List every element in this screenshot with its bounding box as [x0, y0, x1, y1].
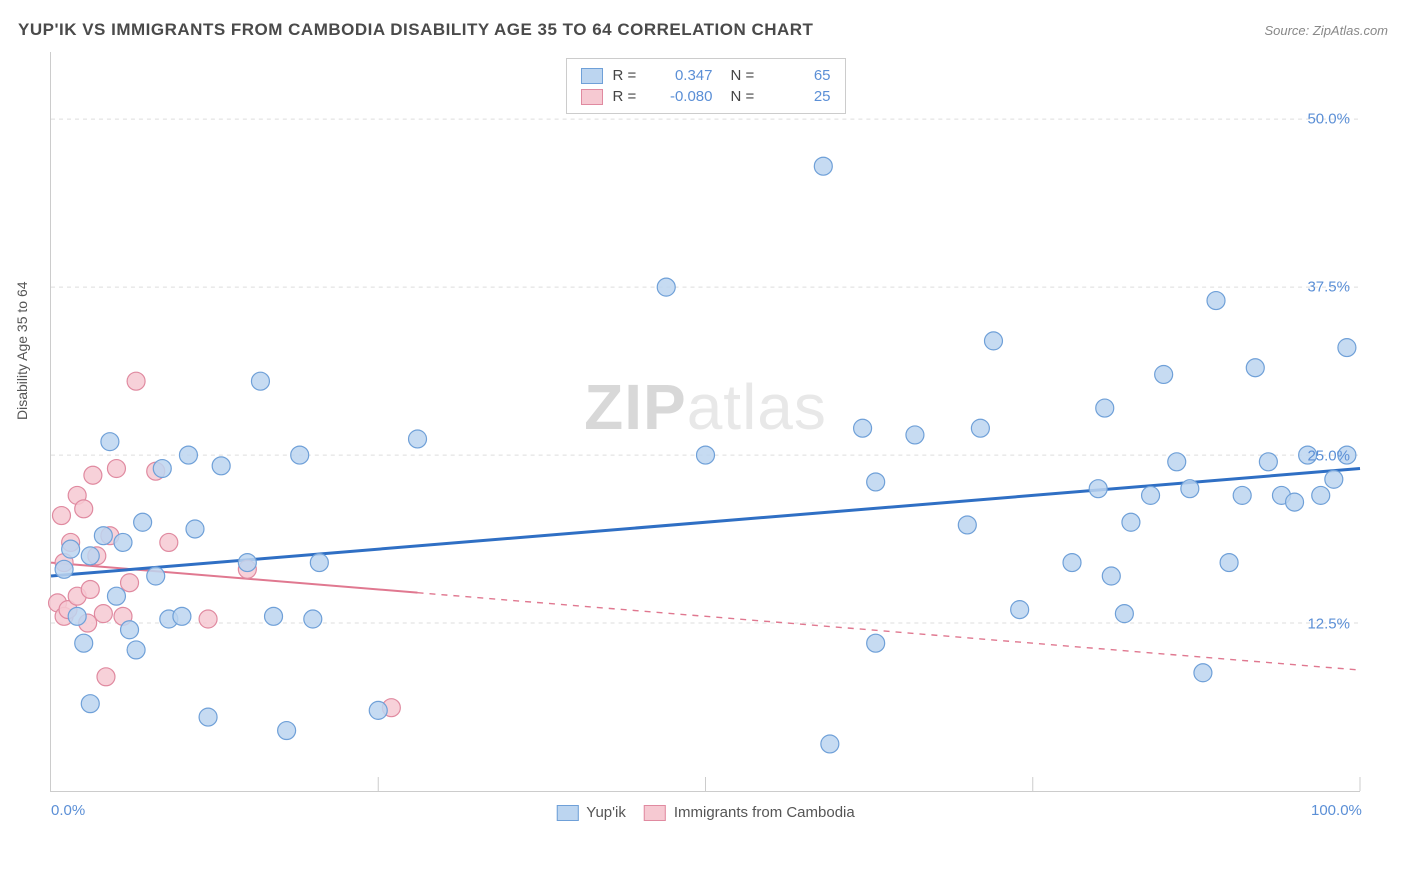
y-axis-label: Disability Age 35 to 64	[14, 281, 30, 420]
legend-swatch	[556, 805, 578, 821]
legend-n-label: N =	[731, 67, 761, 84]
title-bar: YUP'IK VS IMMIGRANTS FROM CAMBODIA DISAB…	[18, 20, 1388, 40]
legend-n-label: N =	[731, 88, 761, 105]
y-tick-label: 12.5%	[1307, 615, 1350, 632]
legend-swatch	[644, 805, 666, 821]
legend-r-value: -0.080	[653, 88, 713, 105]
source-label: Source: ZipAtlas.com	[1264, 23, 1388, 38]
legend-n-value: 25	[771, 88, 831, 105]
legend-r-label: R =	[613, 88, 643, 105]
chart-title: YUP'IK VS IMMIGRANTS FROM CAMBODIA DISAB…	[18, 20, 813, 40]
legend-swatch	[581, 68, 603, 84]
y-tick-label: 37.5%	[1307, 279, 1350, 296]
y-tick-label: 50.0%	[1307, 111, 1350, 128]
legend-r-label: R =	[613, 67, 643, 84]
chart-svg	[51, 52, 1360, 791]
legend-swatch	[581, 89, 603, 105]
y-tick-label: 25.0%	[1307, 447, 1350, 464]
legend-label: Immigrants from Cambodia	[674, 804, 855, 821]
legend-row: R = -0.080 N = 25	[581, 86, 831, 107]
correlation-legend: R = 0.347 N = 65 R = -0.080 N = 25	[566, 58, 846, 114]
legend-n-value: 65	[771, 67, 831, 84]
legend-r-value: 0.347	[653, 67, 713, 84]
plot-area: ZIPatlas R = 0.347 N = 65 R = -0.080 N =…	[50, 52, 1360, 792]
legend-item: Yup'ik	[556, 804, 626, 821]
legend-item: Immigrants from Cambodia	[644, 804, 855, 821]
legend-row: R = 0.347 N = 65	[581, 65, 831, 86]
series-legend: Yup'ik Immigrants from Cambodia	[556, 804, 854, 821]
legend-label: Yup'ik	[586, 804, 626, 821]
x-tick-label: 100.0%	[1311, 802, 1362, 819]
x-tick-label: 0.0%	[51, 802, 85, 819]
